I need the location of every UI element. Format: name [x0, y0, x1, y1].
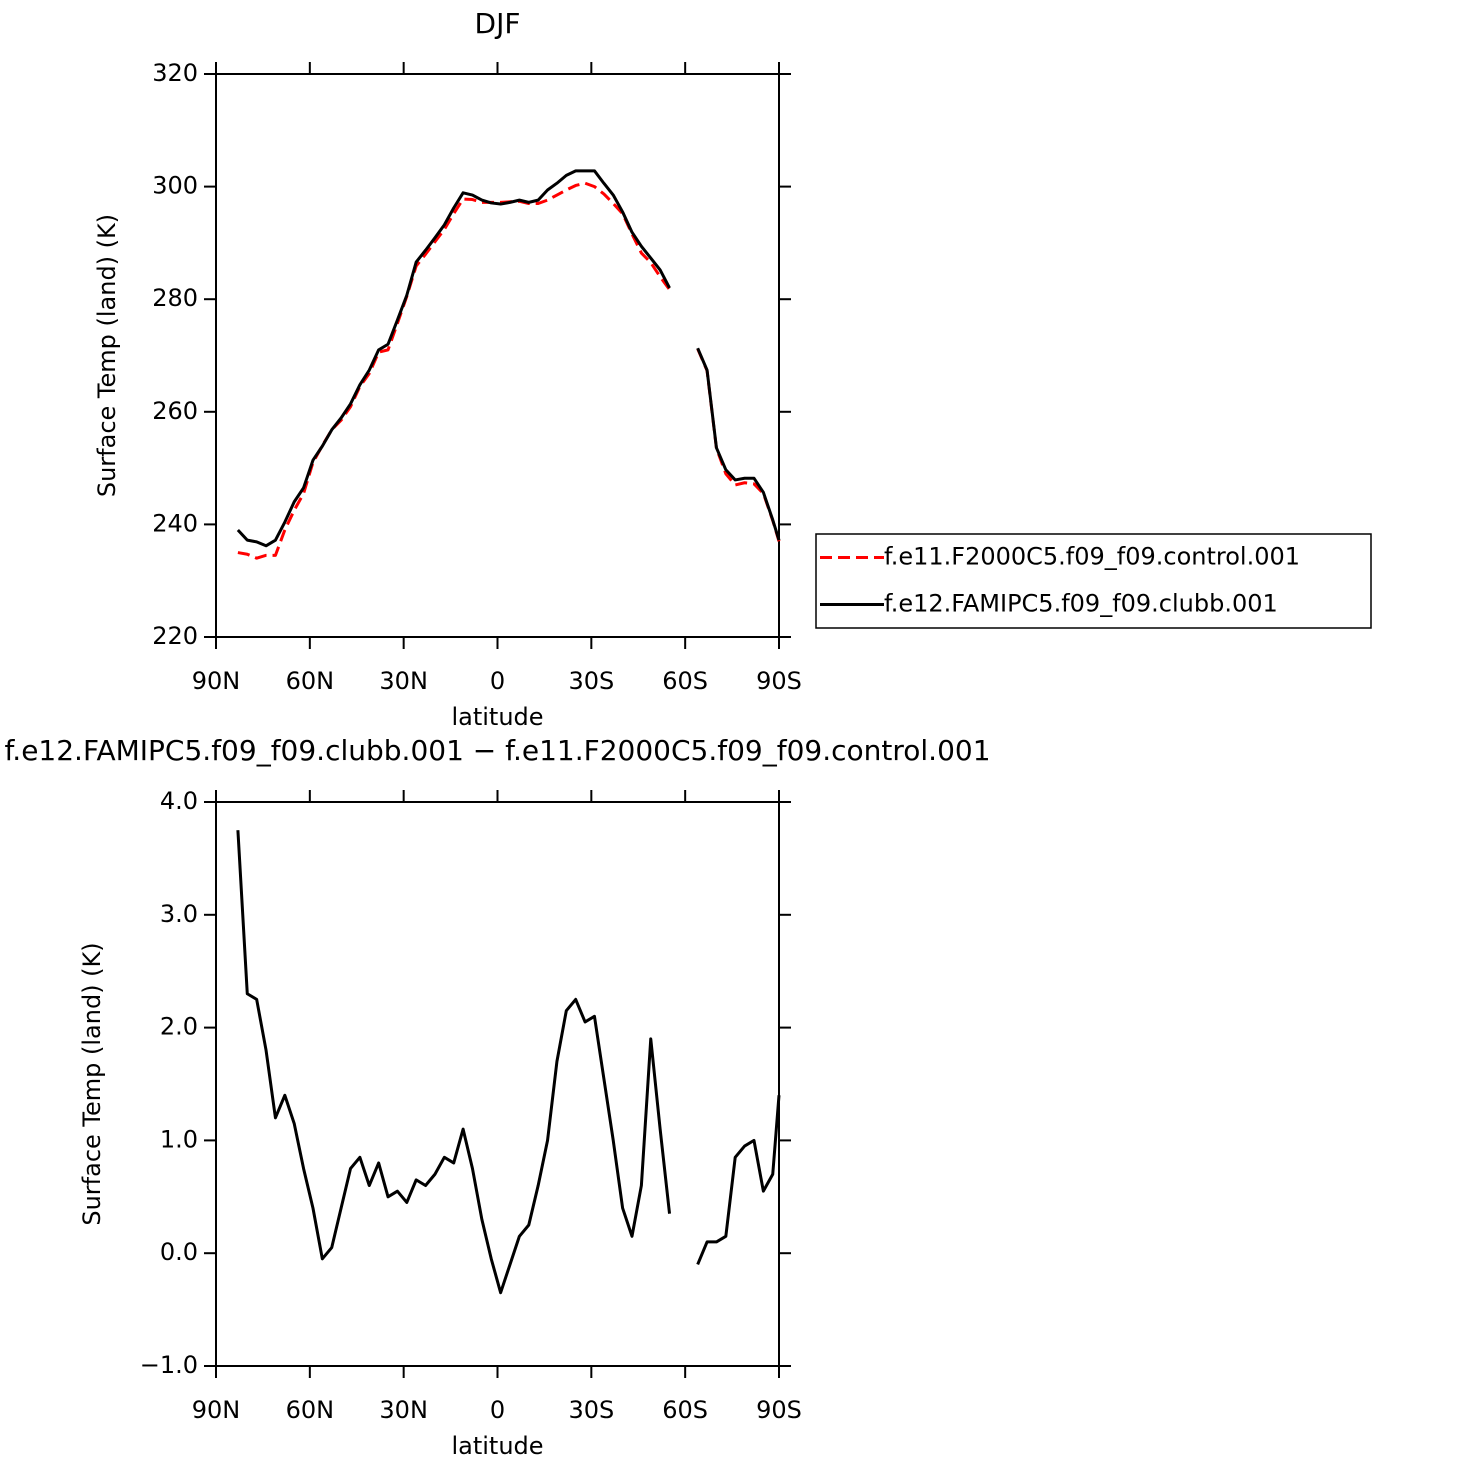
series-line — [237, 181, 781, 560]
y-tick-label: 280 — [152, 284, 198, 312]
y-tick-label: −1.0 — [140, 1351, 198, 1379]
y-tick-label: 300 — [152, 172, 198, 200]
y-tick-label: 4.0 — [160, 787, 198, 815]
chart-title: DJF — [475, 7, 521, 40]
x-tick-label: 60S — [662, 1396, 708, 1424]
y-tick-label: 0.0 — [160, 1238, 198, 1266]
x-tick-label: 90S — [756, 1396, 802, 1424]
y-axis-label: Surface Temp (land) (K) — [78, 942, 106, 1225]
plot-frame — [215, 801, 780, 1367]
x-tick-label: 60S — [662, 667, 708, 695]
y-tick-label: 220 — [152, 622, 198, 650]
x-tick-label: 30N — [379, 667, 428, 695]
legend-box — [815, 533, 1372, 629]
y-tick-label: 1.0 — [160, 1125, 198, 1153]
y-tick-label: 2.0 — [160, 1013, 198, 1041]
x-tick-label: 0 — [490, 667, 505, 695]
x-tick-label: 90N — [192, 1396, 241, 1424]
plot-frame — [215, 73, 780, 638]
x-tick-label: 30S — [568, 1396, 614, 1424]
chart-title: f.e12.FAMIPC5.f09_f09.clubb.001 − f.e11.… — [4, 734, 990, 767]
x-axis-label: latitude — [451, 1432, 543, 1460]
x-tick-label: 60N — [286, 667, 335, 695]
y-tick-label: 320 — [152, 59, 198, 87]
x-axis-label: latitude — [451, 703, 543, 731]
x-tick-label: 30N — [379, 1396, 428, 1424]
x-tick-label: 90S — [756, 667, 802, 695]
x-tick-label: 90N — [192, 667, 241, 695]
y-tick-label: 3.0 — [160, 900, 198, 928]
x-tick-label: 60N — [286, 1396, 335, 1424]
series-line — [236, 830, 781, 1295]
legend-label: f.e12.FAMIPC5.f09_f09.clubb.001 — [884, 590, 1278, 618]
y-axis-label: Surface Temp (land) (K) — [93, 214, 121, 497]
series-line — [236, 169, 781, 548]
y-tick-label: 260 — [152, 397, 198, 425]
x-tick-label: 30S — [568, 667, 614, 695]
x-tick-label: 0 — [490, 1396, 505, 1424]
y-tick-label: 240 — [152, 509, 198, 537]
legend-label: f.e11.F2000C5.f09_f09.control.001 — [884, 543, 1300, 571]
